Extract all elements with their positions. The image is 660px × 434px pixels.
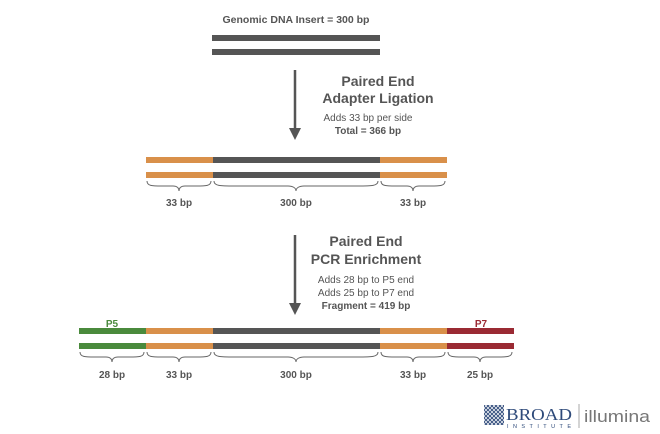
- broad-logo-subtext: INSTITUTE: [507, 424, 571, 430]
- pcr-fragment: [79, 328, 514, 349]
- adapter-left-bottom: [146, 343, 213, 349]
- ligated-fragment: [146, 157, 447, 178]
- insert-strand-top: [212, 35, 380, 41]
- step2-note2: Adds 25 bp to P7 end: [318, 288, 414, 299]
- step1-note1: Adds 33 bp per side: [324, 113, 413, 124]
- genomic-insert-dna: [212, 35, 380, 55]
- insert-title: Genomic DNA Insert = 300 bp: [223, 14, 370, 26]
- adapter-left-bottom: [146, 172, 213, 178]
- insert-bottom: [213, 172, 380, 178]
- pcr-brackets: [79, 351, 513, 363]
- p5-label: P5: [106, 319, 119, 330]
- adapter-right-bottom: [380, 172, 447, 178]
- pcr-label-p5: 28 bp: [99, 370, 125, 381]
- illumina-logo: illumina: [584, 407, 651, 426]
- adapter-left-top: [146, 157, 213, 163]
- pcr-label-insert: 300 bp: [280, 370, 312, 381]
- step2-title-line1: Paired End: [329, 233, 402, 249]
- pcr-label-adapter-right: 33 bp: [400, 370, 426, 381]
- p5-top: [79, 328, 146, 334]
- p7-bottom: [447, 343, 514, 349]
- adapter-right-top: [380, 328, 447, 334]
- insert-top: [213, 328, 380, 334]
- ligation-label-right: 33 bp: [400, 198, 426, 209]
- down-arrow-icon: [289, 70, 301, 140]
- pcr-label-p7: 25 bp: [467, 370, 493, 381]
- illumina-logo-text: illumina: [584, 407, 651, 426]
- insert-strand-bottom: [212, 49, 380, 55]
- adapter-right-top: [380, 157, 447, 163]
- p7-top: [447, 328, 514, 334]
- step2-title-line2: PCR Enrichment: [311, 251, 422, 267]
- down-arrow-icon: [289, 235, 301, 315]
- insert-bottom: [213, 343, 380, 349]
- p5-bottom: [79, 343, 146, 349]
- broad-grid-icon: [484, 405, 504, 425]
- adapter-right-bottom: [380, 343, 447, 349]
- step1-note2: Total = 366 bp: [335, 126, 401, 137]
- pcr-label-adapter-left: 33 bp: [166, 370, 192, 381]
- ligation-label-left: 33 bp: [166, 198, 192, 209]
- insert-top: [213, 157, 380, 163]
- ligation-label-insert: 300 bp: [280, 198, 312, 209]
- adapter-left-top: [146, 328, 213, 334]
- step1-title-line2: Adapter Ligation: [322, 90, 433, 106]
- step2-note3: Fragment = 419 bp: [322, 301, 411, 312]
- ligation-brackets: [146, 180, 446, 192]
- broad-logo-text: BROAD: [506, 405, 572, 424]
- step2-note1: Adds 28 bp to P5 end: [318, 275, 414, 286]
- step1-title-line1: Paired End: [341, 73, 414, 89]
- p7-label: P7: [475, 319, 488, 330]
- broad-institute-logo: BROAD INSTITUTE: [484, 405, 572, 430]
